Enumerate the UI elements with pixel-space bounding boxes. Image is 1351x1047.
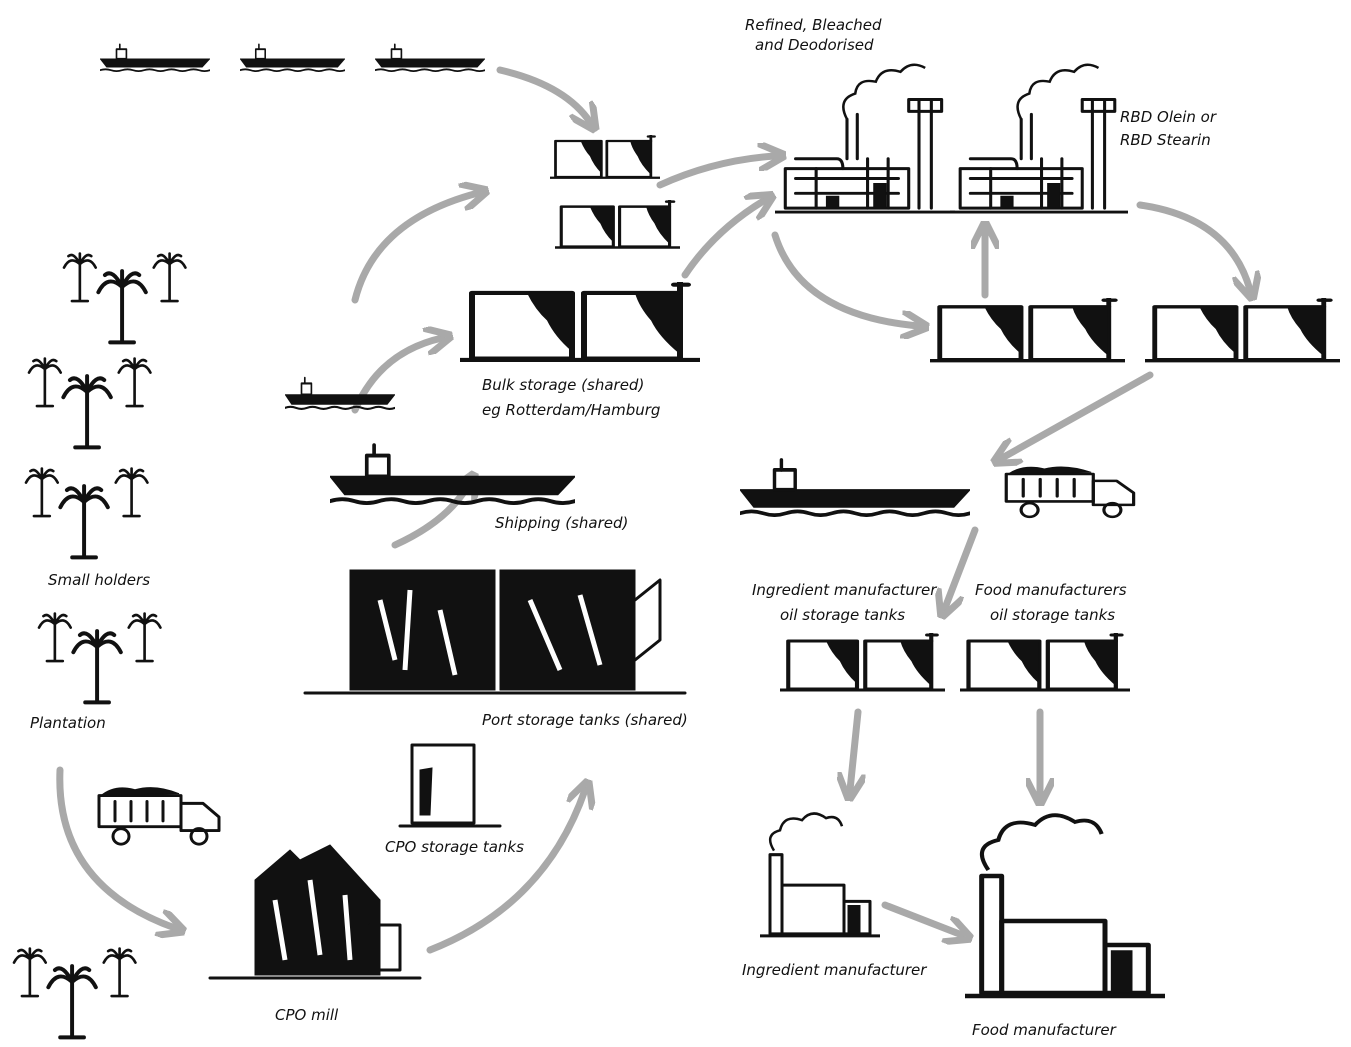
label: Ingredient manufacturer	[742, 961, 927, 979]
label: RBD Stearin	[1120, 131, 1211, 149]
ingredient-tanks	[780, 633, 945, 690]
label: CPO mill	[275, 1006, 339, 1024]
barge	[100, 43, 210, 72]
food-plant	[965, 815, 1165, 996]
label: Food manufacturer	[972, 1021, 1117, 1039]
palm-trees	[39, 614, 160, 703]
arrow	[496, 66, 590, 122]
tanker-truck	[1004, 465, 1136, 519]
barge	[240, 43, 345, 72]
storage-tanks	[550, 135, 660, 180]
truck	[97, 786, 221, 846]
food-tanks	[960, 633, 1130, 690]
port-storage-tanks	[303, 569, 687, 695]
label: Small holders	[48, 571, 150, 589]
storage-tanks	[930, 298, 1125, 361]
ship	[740, 458, 970, 517]
arrow	[56, 766, 175, 928]
label: CPO storage tanks	[385, 838, 524, 856]
palm-trees	[14, 949, 135, 1038]
label: Plantation	[30, 714, 106, 732]
cpo-storage-tank	[398, 743, 502, 828]
label: Ingredient manufacturer	[752, 581, 937, 599]
palm-trees	[29, 359, 150, 448]
arrow	[1002, 371, 1154, 458]
cpo-mill	[208, 844, 422, 980]
label: Bulk storage (shared)	[482, 376, 644, 394]
arrow	[881, 901, 962, 935]
arrow	[1136, 201, 1250, 290]
refinery	[950, 63, 1128, 214]
storage-tanks	[555, 200, 680, 250]
arrow	[656, 156, 775, 189]
label: oil storage tanks	[780, 606, 905, 624]
palm-trees	[26, 469, 147, 558]
label: and Deodorised	[755, 36, 874, 54]
arrow	[681, 200, 765, 279]
arrow	[426, 790, 585, 954]
label: oil storage tanks	[990, 606, 1115, 624]
arrow	[771, 231, 918, 326]
label: Food manufacturers	[975, 581, 1127, 599]
label: Shipping (shared)	[495, 514, 628, 532]
label: Port storage tanks (shared)	[482, 711, 688, 729]
palm-trees	[64, 254, 185, 343]
barge	[285, 376, 395, 410]
arrow	[850, 708, 858, 790]
arrow	[945, 526, 979, 608]
storage-tanks	[1145, 298, 1340, 361]
barge	[375, 43, 485, 72]
label: RBD Olein or	[1120, 108, 1217, 126]
arrow	[351, 193, 478, 304]
refinery	[775, 63, 955, 214]
ship	[330, 443, 575, 505]
label: Refined, Bleached	[745, 16, 882, 34]
arrows	[56, 66, 1250, 954]
label: eg Rotterdam/Hamburg	[482, 401, 660, 419]
bulk-storage-tanks	[460, 282, 700, 360]
ingredient-plant	[760, 811, 880, 938]
